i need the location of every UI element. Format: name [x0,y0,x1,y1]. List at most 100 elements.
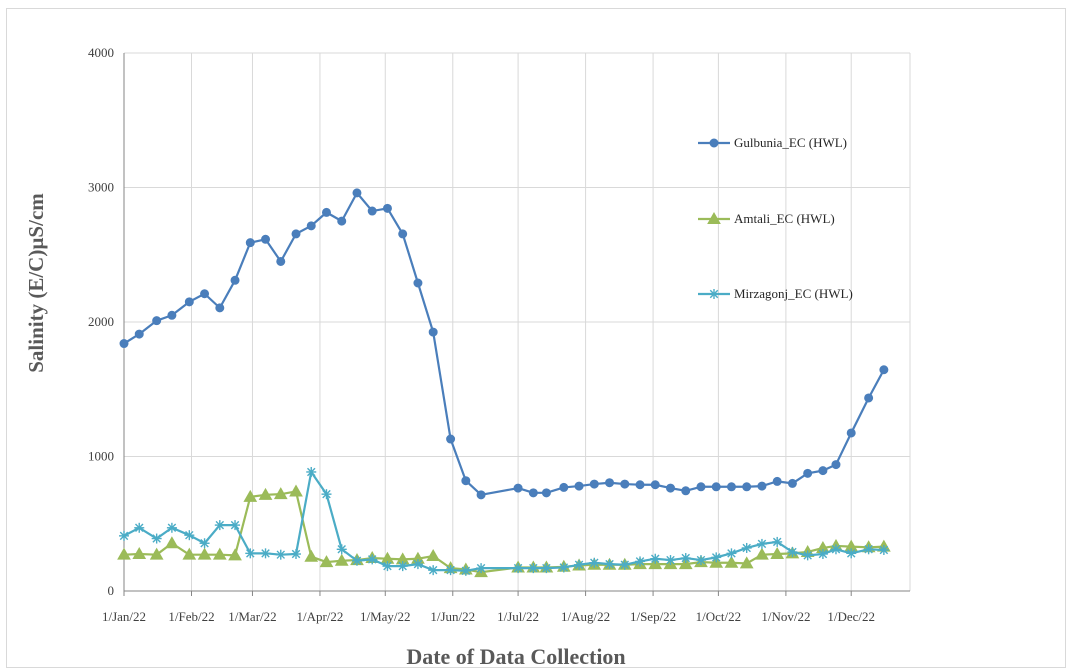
data-point [559,482,569,492]
data-point [337,216,347,226]
data-point [528,488,538,498]
data-point [863,544,874,555]
data-point [787,478,797,488]
data-point [245,548,256,559]
data-point [726,482,736,492]
data-point [772,476,782,486]
data-point [711,552,722,563]
data-point [726,548,737,559]
data-point [245,238,255,248]
legend-entry: Amtali_EC (HWL) [698,211,835,226]
data-point [574,559,585,570]
data-point [445,565,456,576]
data-point [197,547,212,560]
data-point [803,468,813,478]
data-point [476,563,487,574]
y-axis-ticks: 0 1000 2000 3000 4000 [88,45,114,598]
data-point [460,565,471,576]
y-tick-label: 2000 [88,314,114,329]
series-1 [117,484,891,578]
x-tick-label: 1/Apr/22 [296,609,343,624]
data-point [228,548,242,561]
data-point [398,229,408,239]
data-point [461,476,471,486]
data-point [558,562,569,573]
y-tick-label: 3000 [88,180,114,195]
data-point [541,563,552,574]
data-point [184,297,194,307]
data-point [319,555,334,568]
data-point [846,428,856,438]
data-point [291,549,302,560]
data-point [260,548,271,559]
legend-marker [707,211,721,224]
data-point [132,547,147,560]
data-point [151,533,162,544]
data-point [605,478,615,488]
data-point [167,310,177,320]
data-point [352,188,362,198]
x-tick-label: 1/Oct/22 [696,609,742,624]
y-tick-label: 1000 [88,449,114,464]
x-tick-label: 1/Jul/22 [497,609,539,624]
data-point [589,479,599,489]
data-point [620,479,630,489]
legend-label: Mirzagonj_EC (HWL) [734,286,853,301]
data-point [878,544,889,555]
series-0 [119,188,889,500]
data-point [818,466,828,476]
data-point [215,303,225,313]
data-point [397,561,408,572]
data-point [619,559,630,570]
legend-entry: Mirzagonj_EC (HWL) [698,286,853,301]
data-point [665,483,675,493]
data-point [306,466,317,477]
data-point [119,339,129,349]
data-point [681,486,691,496]
data-point [117,547,131,560]
data-point [182,547,197,560]
x-tick-label: 1/Aug/22 [561,609,610,624]
data-point [119,530,129,541]
data-point [291,229,301,239]
data-point [574,481,584,491]
data-point [200,289,210,299]
legend-marker [709,289,719,299]
data-point [166,522,177,533]
data-point [846,548,857,559]
data-point [134,329,144,339]
x-tick-label: 1/Dec/22 [827,609,875,624]
data-point [755,547,769,560]
data-point [446,434,456,444]
data-point [428,327,438,337]
data-point [604,559,615,570]
data-point [243,489,258,502]
data-point [589,557,600,568]
data-point [304,549,319,562]
x-tick-label: 1/Jan/22 [102,609,146,624]
data-point [230,275,240,285]
data-point [336,544,347,555]
data-point [831,460,841,470]
data-point [367,206,377,216]
data-point [413,278,423,288]
data-point [665,555,676,566]
data-point [382,203,392,213]
x-tick-label: 1/May/22 [360,609,411,624]
data-point [367,554,378,565]
data-point [382,561,393,572]
series-line [123,191,885,496]
data-point [757,481,767,491]
data-point [817,549,828,560]
data-point [756,538,767,549]
x-tick-label: 1/Feb/22 [168,609,214,624]
data-point [152,316,162,326]
x-tick-label: 1/Jun/22 [430,609,475,624]
data-point [528,563,539,574]
y-tick-label: 0 [108,583,115,598]
data-point [802,550,813,561]
gridlines [123,52,910,591]
y-tick-label: 4000 [88,45,114,60]
y-axis-title: Salinity (E/C)µS/cm [24,193,48,373]
